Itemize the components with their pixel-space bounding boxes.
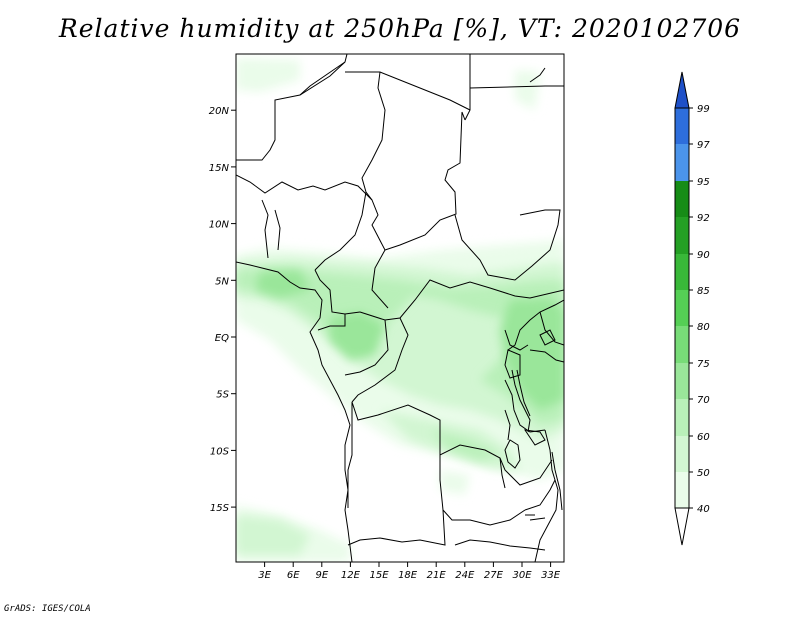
map-title: Relative humidity at 250hPa [%], VT: 202… [58, 14, 742, 43]
colorbar-label: 60 [697, 432, 710, 443]
humidity-band-60-70 [236, 268, 564, 460]
lon-tick-label: 9E [315, 570, 328, 581]
colorbar-segment [675, 144, 689, 181]
colorbar-label: 85 [697, 286, 710, 297]
lat-tick-label: 10N [209, 220, 230, 231]
colorbar-segment [675, 254, 689, 290]
lat-tick-label: 5N [215, 276, 229, 287]
lon-tick-label: 12E [341, 570, 361, 581]
colorbar-segment [675, 181, 689, 217]
colorbar-top-arrow [674, 71, 690, 109]
colorbar-label: 99 [697, 104, 710, 115]
colorbar-segment [675, 326, 689, 363]
lat-tick-label: 15S [210, 503, 230, 514]
lon-tick-label: 15E [369, 570, 389, 581]
colorbar-label: 75 [697, 359, 710, 370]
lon-tick-label: 27E [484, 570, 504, 581]
lon-tick-label: 30E [512, 570, 532, 581]
lat-tick-label: 10S [210, 446, 230, 457]
lat-tick-label: EQ [215, 333, 229, 344]
country-borders [236, 54, 564, 562]
lat-tick-label: 5S [216, 390, 229, 401]
colorbar-label: 50 [697, 468, 710, 479]
colorbar-segment [675, 436, 689, 472]
humidity-shading [236, 58, 564, 562]
map-frame [235, 53, 565, 563]
colorbar-label: 95 [697, 177, 710, 188]
lon-tick-label: 24E [455, 570, 475, 581]
colorbar-frame [674, 107, 690, 509]
colorbar-label: 97 [697, 140, 710, 151]
lon-tick-label: 18E [398, 570, 418, 581]
colorbar-segment [675, 399, 689, 436]
lat-tick-label: 15N [209, 163, 230, 174]
latitude-axis: 20N 15N 10N 5N EQ 5S 10S 15S [209, 106, 236, 514]
colorbar-bottom-arrow [674, 507, 690, 546]
colorbar-segment [675, 108, 689, 144]
colorbar-label: 90 [697, 250, 710, 261]
colorbar: 99 97 95 92 90 85 80 75 70 60 50 40 [674, 71, 710, 546]
lon-tick-label: 21E [427, 570, 447, 581]
longitude-axis: 3E 6E 9E 12E 15E 18E 21E 24E 27E 30E 33E [258, 562, 561, 581]
colorbar-segment [675, 290, 689, 326]
humidity-band-70-75 [255, 270, 564, 410]
colorbar-segment [675, 217, 689, 254]
lon-tick-label: 3E [258, 570, 271, 581]
lat-tick-label: 20N [209, 106, 230, 117]
colorbar-label: 40 [697, 504, 710, 515]
colorbar-segment [675, 363, 689, 399]
colorbar-label: 70 [697, 395, 710, 406]
colorbar-segment [675, 472, 689, 508]
lon-tick-label: 33E [541, 570, 561, 581]
colorbar-label: 92 [697, 213, 710, 224]
grads-credit: GrADS: IGES/COLA [4, 604, 91, 614]
lon-tick-label: 6E [287, 570, 300, 581]
colorbar-label: 80 [697, 322, 710, 333]
